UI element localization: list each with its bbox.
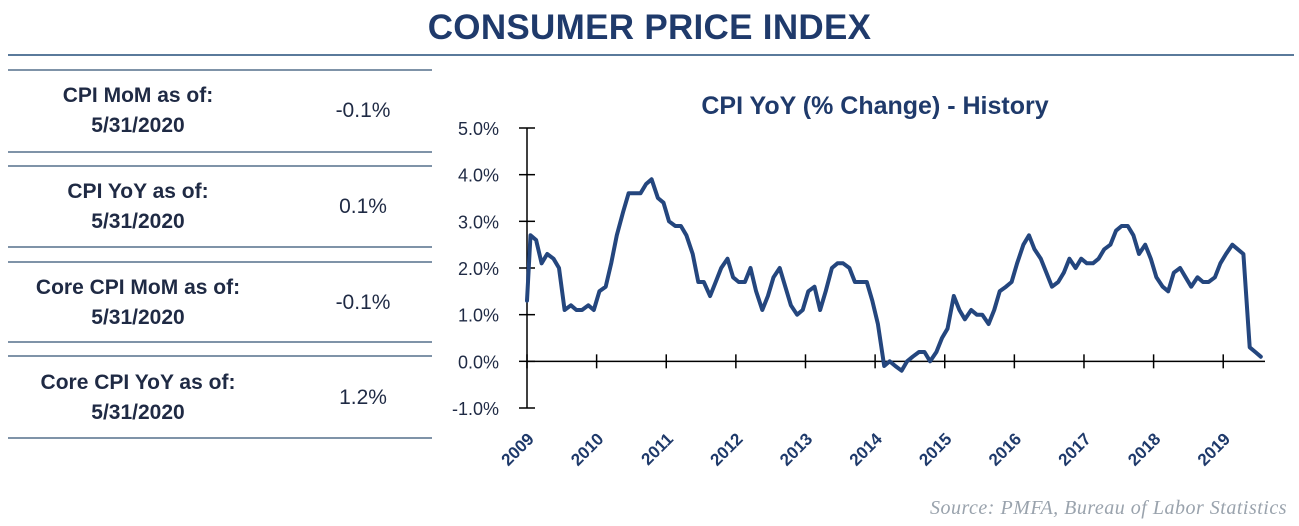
y-tick-label: 1.0% [458,306,499,326]
x-tick-label: 2010 [567,429,607,469]
stat-label-line1: CPI MoM as of: [62,84,214,107]
x-tick-label: 2018 [1124,429,1164,469]
x-tick-label: 2014 [846,429,887,470]
stat-divider [8,355,432,357]
stat-value: -0.1% [335,291,391,314]
cpi-yoy-series-line [525,177,1263,373]
y-tick-label: 0.0% [458,352,499,372]
x-tick-label: 2012 [707,429,747,469]
stat-label-line2: 5/31/2020 [91,401,185,424]
stat-label: Core CPI MoM as of: 5/31/2020 [8,262,268,344]
y-tick-label: 3.0% [458,212,499,232]
stat-core-cpi-yoy: Core CPI YoY as of: 5/31/2020 1.2% [8,357,432,439]
x-tick-label: 2017 [1055,429,1095,469]
stat-label-line2: 5/31/2020 [91,306,185,329]
stat-divider [8,437,432,439]
stat-label-line1: CPI YoY as of: [67,180,209,203]
stat-cpi-mom: CPI MoM as of: 5/31/2020 -0.1% [8,70,432,152]
chart-title: CPI YoY (% Change) - History [701,92,1048,120]
stat-divider [8,341,432,343]
stat-label: Core CPI YoY as of: 5/31/2020 [8,357,268,439]
stat-value: 0.1% [339,195,387,218]
y-tick-label: -1.0% [452,399,499,419]
stat-divider [8,69,432,71]
stat-label-line2: 5/31/2020 [91,114,185,137]
title-divider [8,54,1294,56]
stat-label-line1: Core CPI YoY as of: [40,371,236,394]
x-tick-label: 2009 [498,429,538,469]
page-title: CONSUMER PRICE INDEX [427,8,872,47]
stat-core-cpi-mom: Core CPI MoM as of: 5/31/2020 -0.1% [8,262,432,344]
x-tick-label: 2013 [776,429,816,469]
stat-value: -0.1% [335,99,391,122]
stat-divider [8,261,432,263]
source-note: Source: PMFA, Bureau of Labor Statistics [929,497,1287,519]
stat-value: 1.2% [339,386,387,409]
x-tick-label: 2019 [1194,429,1234,469]
stat-label: CPI MoM as of: 5/31/2020 [8,70,268,152]
stat-cpi-yoy: CPI YoY as of: 5/31/2020 0.1% [8,166,432,248]
cpi-yoy-chart: CPI YoY (% Change) - History 5.0% 4.0% 3.0… [452,92,1265,470]
stat-label: CPI YoY as of: 5/31/2020 [8,166,268,248]
stat-divider [8,151,432,153]
x-tick-label: 2011 [638,429,678,469]
y-tick-label: 4.0% [458,166,499,186]
stat-label-line2: 5/31/2020 [91,210,185,233]
stat-label-line1: Core CPI MoM as of: [35,276,241,299]
y-tick-label: 2.0% [458,259,499,279]
x-tick-label: 2016 [985,429,1025,469]
stat-divider [8,165,432,167]
x-tick-label: 2015 [915,429,955,469]
stat-divider [8,246,432,248]
y-tick-label: 5.0% [458,119,499,139]
